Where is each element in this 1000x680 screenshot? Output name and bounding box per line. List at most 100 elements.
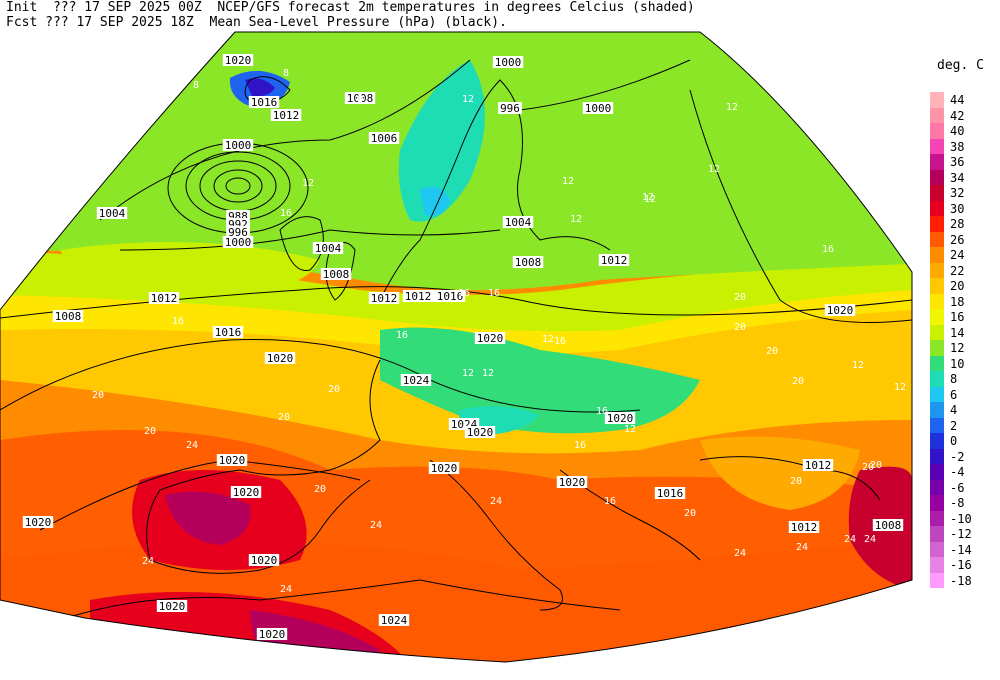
temperature-label-text: 16	[604, 496, 616, 507]
pressure-label-text: 1006	[371, 132, 398, 145]
legend-swatch	[930, 92, 944, 108]
pressure-label: 1008	[344, 92, 376, 105]
legend-label: 32	[950, 186, 965, 200]
pressure-label-text: 1020	[607, 412, 634, 425]
legend-entry: -14	[930, 541, 990, 557]
temperature-label-text: 12	[482, 368, 494, 379]
temperature-label: 20	[870, 460, 882, 471]
pressure-label: 1024	[378, 614, 410, 627]
temperature-label: 24	[186, 440, 198, 451]
legend-swatch	[930, 123, 944, 139]
legend-swatch	[930, 541, 944, 557]
legend-label: 10	[950, 356, 965, 371]
legend-swatch	[930, 247, 944, 263]
pressure-label-text: 1020	[159, 600, 186, 613]
temperature-label: 24	[734, 548, 746, 559]
pressure-label: 1016	[654, 487, 686, 500]
temperature-label: 16	[172, 316, 184, 327]
temperature-label-text: 24	[844, 534, 856, 545]
legend-swatch	[930, 340, 944, 356]
legend-swatch	[930, 402, 944, 418]
legend-label: -14	[950, 542, 972, 557]
legend-label: -2	[950, 449, 965, 464]
legend-swatch	[930, 464, 944, 480]
legend-swatch	[930, 138, 944, 154]
temperature-label: 20	[328, 384, 340, 395]
temperature-label-text: 16	[822, 244, 834, 255]
pressure-label-text: 1016	[437, 290, 464, 303]
pressure-label-text: 1004	[505, 216, 532, 229]
temperature-label: 12	[462, 368, 474, 379]
temperature-label: 12	[894, 382, 906, 393]
legend-label: -6	[950, 480, 965, 495]
legend-label: 4	[950, 403, 958, 417]
legend-unit: deg. C	[937, 58, 984, 73]
legend-entry: 6	[930, 386, 990, 402]
pressure-label-text: 1012	[791, 521, 818, 534]
pressure-label-text: 1020	[827, 304, 854, 317]
temperature-label-text: 24	[280, 584, 292, 595]
pressure-label: 1012	[270, 109, 302, 122]
pressure-label-text: 1012	[601, 254, 628, 267]
legend-swatch	[930, 169, 944, 185]
legend-swatch	[930, 433, 944, 449]
temperature-label-text: 8	[283, 68, 289, 79]
pressure-label: 1006	[368, 132, 400, 145]
legend-entry: 26	[930, 231, 990, 247]
pressure-label-text: 1012	[371, 292, 398, 305]
forecast-line: Fcst ??? 17 SEP 2025 18Z Mean Sea-Level …	[6, 15, 507, 30]
temperature-label: 8	[193, 80, 199, 91]
pressure-label: 1008	[320, 268, 352, 281]
pressure-label: 1020	[264, 352, 296, 365]
temperature-label-text: 20	[314, 484, 326, 495]
legend-label: 8	[950, 372, 958, 386]
temperature-label-text: 12	[570, 214, 582, 225]
pressure-label-text: 1020	[267, 352, 294, 365]
temperature-label-text: 24	[370, 520, 382, 531]
legend-entry: 30	[930, 200, 990, 216]
temperature-label-text: 24	[796, 542, 808, 553]
temperature-label-text: 12	[852, 360, 864, 371]
legend-swatch	[930, 557, 944, 573]
pressure-label-text: 1024	[403, 374, 430, 387]
init-line: Init ??? 17 SEP 2025 00Z NCEP/GFS foreca…	[6, 0, 695, 15]
legend-label: 24	[950, 248, 965, 262]
legend-entry: -6	[930, 479, 990, 495]
temperature-label: 12	[708, 164, 720, 175]
legend-entry: 10	[930, 355, 990, 371]
legend-swatch	[930, 309, 944, 325]
temperature-label-text: 4	[357, 94, 363, 105]
pressure-label: 1000	[492, 56, 524, 69]
legend-swatch	[930, 510, 944, 526]
temperature-label-text: 12	[708, 164, 720, 175]
pressure-label-text: 1020	[259, 628, 286, 641]
legend-label: 26	[950, 232, 965, 247]
pressure-label-text: 1020	[219, 454, 246, 467]
legend-entry: 14	[930, 324, 990, 340]
pressure-label: 1000	[222, 139, 254, 152]
legend-label: 34	[950, 170, 965, 185]
legend-label: -16	[950, 558, 972, 572]
pressure-label: 1020	[824, 304, 856, 317]
legend-swatch	[930, 324, 944, 340]
pressure-label-text: 1008	[515, 256, 542, 269]
pressure-label: 1012	[148, 292, 180, 305]
legend-entry: 38	[930, 138, 990, 154]
legend-entry: -8	[930, 495, 990, 511]
pressure-label-text: 1012	[151, 292, 178, 305]
legend-label: 6	[950, 387, 958, 402]
temperature-label: 12	[852, 360, 864, 371]
legend-entry: 12	[930, 340, 990, 356]
pressure-label-text: 996	[500, 102, 520, 115]
legend-entry: 44	[930, 92, 990, 108]
legend-swatch	[930, 417, 944, 433]
temperature-label-text: 20	[278, 412, 290, 423]
pressure-label-text: 1016	[215, 326, 242, 339]
temperature-label: 16	[596, 406, 608, 417]
legend-label: -4	[950, 465, 965, 479]
pressure-label: 1020	[222, 54, 254, 67]
temperature-label-text: 12	[462, 368, 474, 379]
legend-entry: 0	[930, 433, 990, 449]
pressure-label-text: 1020	[559, 476, 586, 489]
temperature-label-text: 12	[726, 102, 738, 113]
